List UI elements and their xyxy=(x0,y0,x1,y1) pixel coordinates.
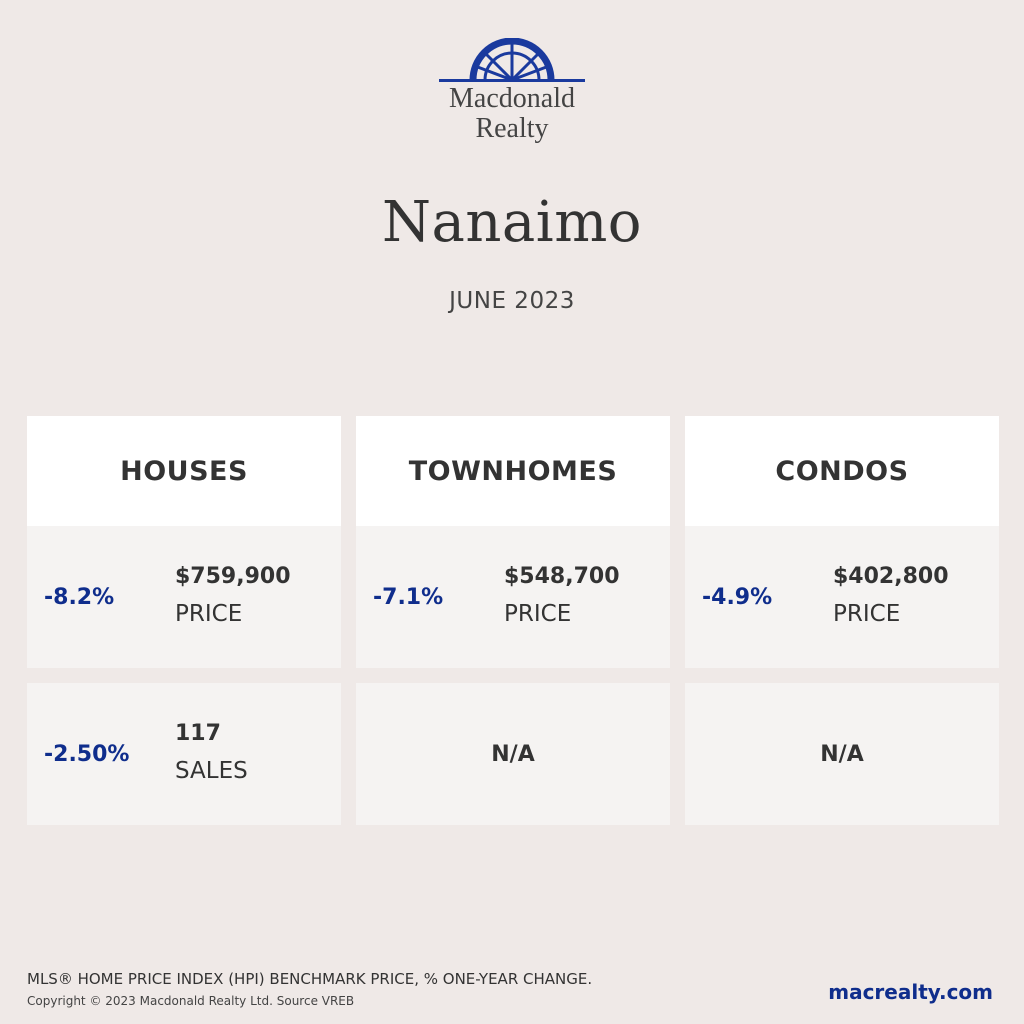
report-period: JUNE 2023 xyxy=(449,288,575,314)
sales-not-available: N/A xyxy=(820,741,864,767)
column-header-townhomes: TOWNHOMES xyxy=(356,416,670,526)
sales-value: 117 xyxy=(175,721,221,746)
brand-name-line2: Realty xyxy=(475,113,549,144)
website-link[interactable]: macrealty.com xyxy=(828,980,993,1004)
price-value: $759,900 xyxy=(175,564,291,589)
price-card-houses: -8.2% $759,900 PRICE xyxy=(27,526,341,668)
price-change: -7.1% xyxy=(373,584,444,610)
sales-change: -2.50% xyxy=(44,741,130,767)
price-card-condos: -4.9% $402,800 PRICE xyxy=(685,526,999,668)
brand-logo: Macdonald Realty xyxy=(437,38,587,158)
price-label: PRICE xyxy=(175,601,243,627)
sales-card-houses: -2.50% 117 SALES xyxy=(27,683,341,825)
price-label: PRICE xyxy=(504,601,572,627)
footer-note: MLS® HOME PRICE INDEX (HPI) BENCHMARK PR… xyxy=(27,970,593,988)
brand-name-line1: Macdonald xyxy=(449,83,575,114)
sales-label: SALES xyxy=(175,758,248,784)
price-value: $402,800 xyxy=(833,564,949,589)
sales-not-available: N/A xyxy=(491,741,535,767)
column-condos: CONDOS -4.9% $402,800 PRICE N/A xyxy=(685,416,999,825)
column-header-condos: CONDOS xyxy=(685,416,999,526)
price-card-townhomes: -7.1% $548,700 PRICE xyxy=(356,526,670,668)
price-value: $548,700 xyxy=(504,564,620,589)
footer-copyright: Copyright © 2023 Macdonald Realty Ltd. S… xyxy=(27,994,355,1008)
column-header-houses: HOUSES xyxy=(27,416,341,526)
column-houses: HOUSES -8.2% $759,900 PRICE -2.50% 117 S… xyxy=(27,416,341,825)
arch-sunburst-icon xyxy=(439,38,585,82)
price-change: -4.9% xyxy=(702,584,773,610)
sales-card-townhomes: N/A xyxy=(356,683,670,825)
price-change: -8.2% xyxy=(44,584,115,610)
column-townhomes: TOWNHOMES -7.1% $548,700 PRICE N/A xyxy=(356,416,670,825)
price-label: PRICE xyxy=(833,601,901,627)
sales-card-condos: N/A xyxy=(685,683,999,825)
city-title: Nanaimo xyxy=(381,190,643,255)
